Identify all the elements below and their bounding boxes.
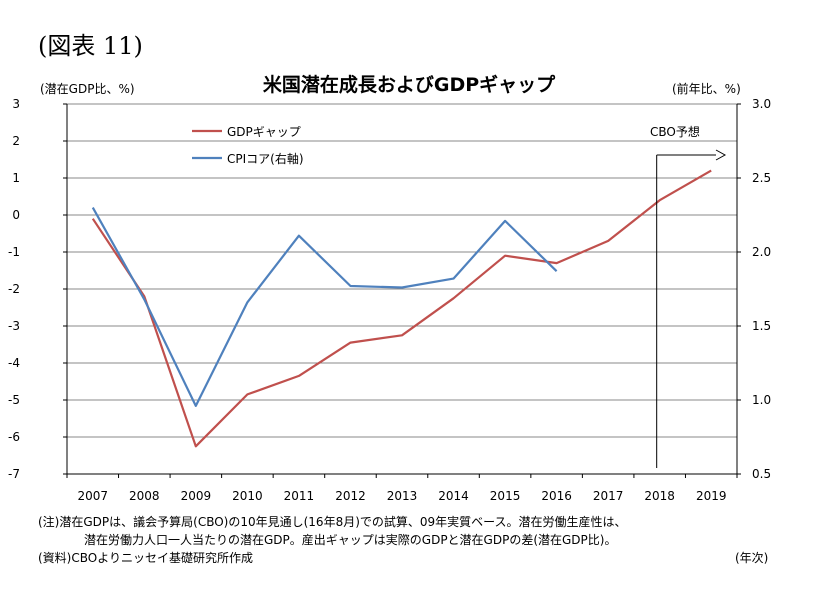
left-axis-unit: (潜在GDP比、%) [40, 82, 135, 96]
right-tick-label: 1.0 [752, 393, 771, 407]
right-tick-label: 1.5 [752, 319, 771, 333]
left-tick-label: 0 [12, 208, 20, 222]
x-tick-label: 2019 [696, 489, 727, 503]
series-line-cpi-core [91, 207, 558, 407]
right-tick-label: 0.5 [752, 467, 771, 481]
x-axis-unit: (年次) [735, 551, 769, 565]
x-tick-label: 2011 [284, 489, 315, 503]
x-tick-label: 2013 [387, 489, 418, 503]
x-tick-label: 2010 [232, 489, 263, 503]
x-tick-label: 2016 [541, 489, 572, 503]
series-line-gdp-gap [91, 169, 712, 448]
forecast-arrowhead [715, 149, 727, 161]
x-tick-label: 2017 [593, 489, 624, 503]
left-tick-label: -3 [8, 319, 20, 333]
left-tick-label: -5 [8, 393, 20, 407]
legend-label: CPIコア(右軸) [227, 151, 304, 166]
right-y-axis: 3.0 2.5 2.0 1.5 1.0 0.5 [737, 97, 771, 481]
forecast-label: CBO予想 [650, 124, 700, 139]
figure-label: (図表 11) [38, 32, 143, 60]
x-tick-label: 2012 [335, 489, 366, 503]
right-axis-unit: (前年比、%) [672, 82, 741, 96]
left-y-axis: 3 2 1 0 -1 -2 -3 -4 -5 -6 -7 [8, 97, 67, 481]
x-tick-label: 2008 [129, 489, 160, 503]
x-tick-label: 2015 [490, 489, 521, 503]
note-line-2: 潜在労働力人口一人当たりの潜在GDP。産出ギャップは実際のGDPと潜在GDPの差… [84, 533, 617, 547]
legend: GDPギャップ CPIコア(右軸) [192, 125, 304, 166]
gridlines [67, 103, 737, 438]
left-tick-label: 2 [12, 134, 20, 148]
x-axis: 2007 2008 2009 2010 2011 2012 2013 2014 2015 2016… [66, 474, 738, 503]
x-tick-label: 2007 [77, 489, 108, 503]
x-tick-label: 2018 [644, 489, 675, 503]
series-lines [91, 169, 712, 448]
right-tick-label: 2.0 [752, 245, 771, 259]
left-tick-label: 1 [12, 171, 20, 185]
left-tick-label: 3 [12, 97, 20, 111]
left-tick-label: -6 [8, 430, 20, 444]
note-line-1: (注)潜在GDPは、議会予算局(CBO)の10年見通し(16年8月)での試算、0… [38, 515, 627, 529]
x-tick-label: 2014 [438, 489, 469, 503]
chart-title: 米国潜在成長およびGDPギャップ [262, 74, 556, 96]
source-note: (資料)CBOよりニッセイ基礎研究所作成 [38, 551, 253, 565]
forecast-annotation: CBO予想 [650, 124, 727, 468]
legend-label: GDPギャップ [227, 125, 301, 139]
right-tick-label: 2.5 [752, 171, 771, 185]
left-tick-label: -7 [8, 467, 20, 481]
left-tick-label: -4 [8, 356, 20, 370]
left-tick-label: -2 [8, 282, 20, 296]
right-tick-label: 3.0 [752, 97, 771, 111]
x-tick-label: 2009 [181, 489, 212, 503]
left-tick-label: -1 [8, 245, 20, 259]
